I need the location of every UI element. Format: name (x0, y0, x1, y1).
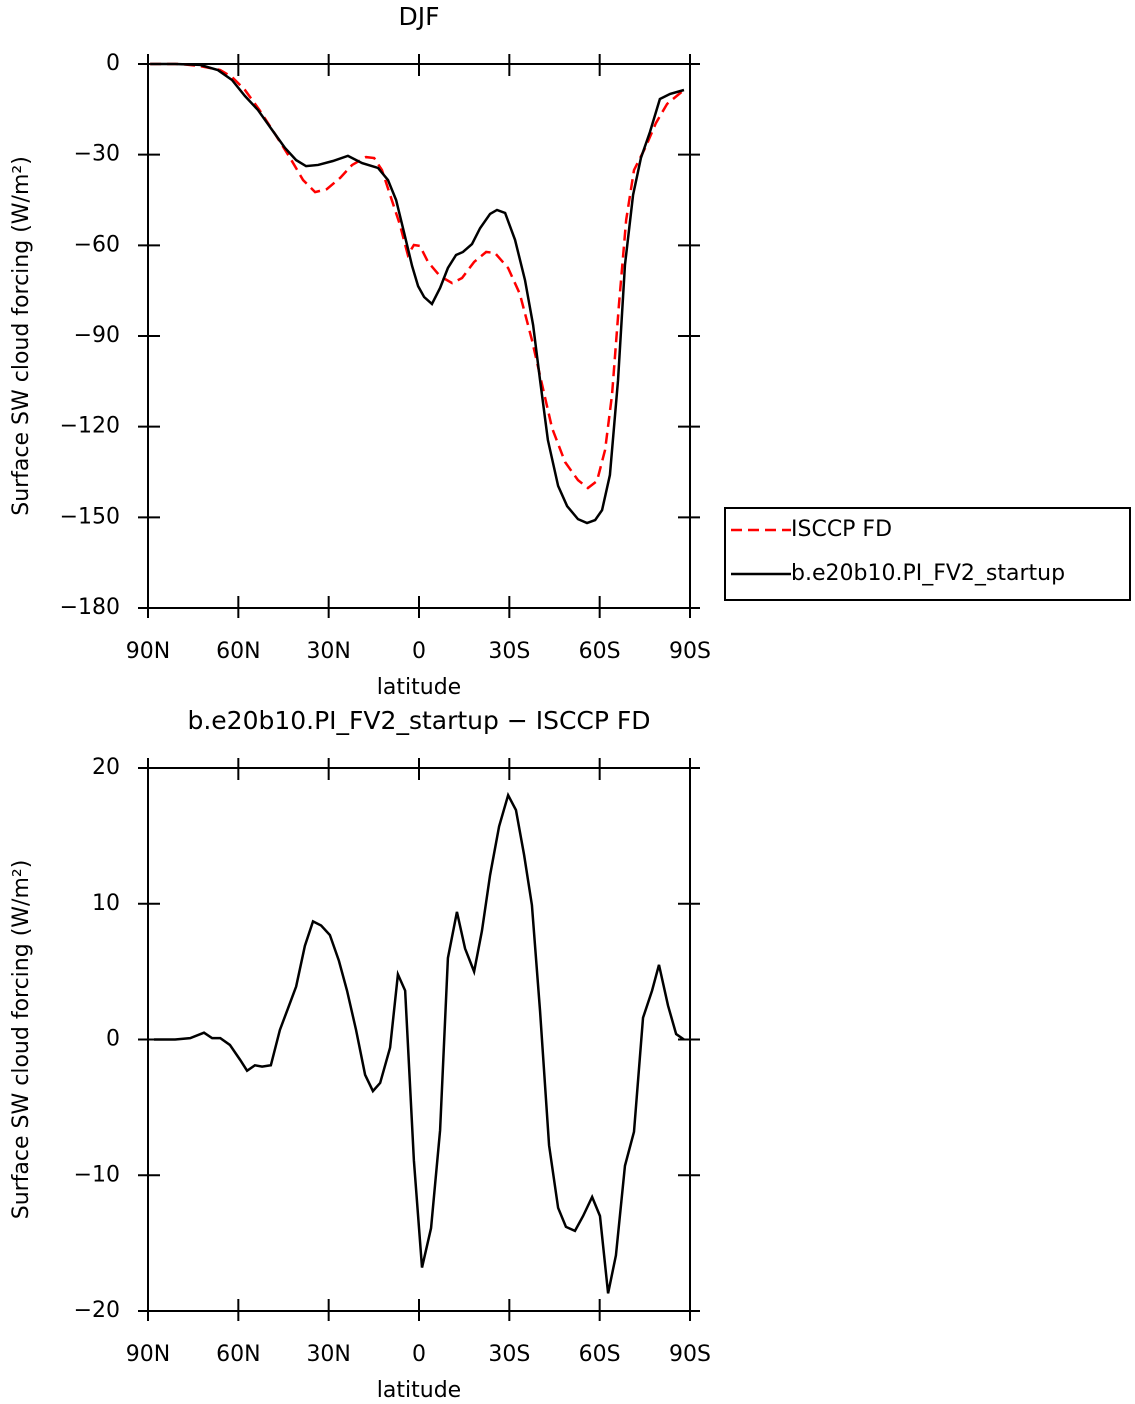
plot-frame (147, 767, 691, 1312)
plot-frame (147, 63, 691, 609)
x-tick-label: 0 (412, 639, 426, 664)
x-tick-label: 90N (126, 639, 170, 664)
x-tick-label: 60S (579, 639, 621, 664)
x-tick-label: 30N (306, 639, 350, 664)
legend-label: ISCCP FD (791, 517, 892, 542)
chart-title: DJF (398, 2, 439, 31)
y-axis-label: Surface SW cloud forcing (W/m²) (9, 156, 34, 516)
x-axis-label: latitude (377, 675, 461, 700)
y-axis-label: Surface SW cloud forcing (W/m²) (9, 860, 34, 1220)
y-tick-label: 0 (106, 1027, 120, 1052)
x-tick-label: 90S (669, 1342, 711, 1367)
data-line (154, 791, 685, 1294)
data-line (150, 62, 685, 490)
chart-title: b.e20b10.PI_FV2_startup − ISCCP FD (187, 706, 650, 735)
y-tick-label: −30 (74, 142, 120, 167)
data-line (150, 62, 685, 525)
y-tick-label: −180 (60, 595, 120, 620)
legend-label: b.e20b10.PI_FV2_startup (791, 561, 1065, 586)
x-tick-label: 60N (216, 1342, 260, 1367)
y-tick-label: −60 (74, 232, 120, 257)
x-tick-label: 30S (488, 1342, 530, 1367)
y-tick-label: −20 (74, 1298, 120, 1323)
y-tick-label: 10 (92, 891, 120, 916)
y-tick-label: −120 (60, 414, 120, 439)
x-tick-label: 60S (579, 1342, 621, 1367)
x-axis-label: latitude (377, 1378, 461, 1403)
y-tick-label: −90 (74, 323, 120, 348)
x-tick-label: 90N (126, 1342, 170, 1367)
x-tick-label: 90S (669, 639, 711, 664)
legend-box (724, 507, 1131, 601)
x-tick-label: 0 (412, 1342, 426, 1367)
x-tick-label: 60N (216, 639, 260, 664)
y-tick-label: 0 (106, 51, 120, 76)
y-tick-label: −150 (60, 504, 120, 529)
x-tick-label: 30S (488, 639, 530, 664)
y-tick-label: −10 (74, 1162, 120, 1187)
y-tick-label: 20 (92, 755, 120, 780)
x-tick-label: 30N (306, 1342, 350, 1367)
